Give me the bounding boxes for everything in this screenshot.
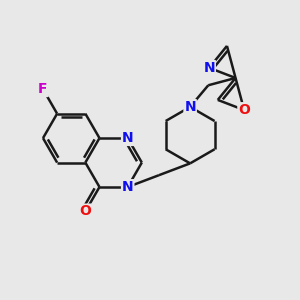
Text: N: N bbox=[184, 100, 196, 114]
Text: N: N bbox=[122, 131, 134, 145]
Text: N: N bbox=[203, 61, 215, 75]
Text: O: O bbox=[238, 103, 250, 117]
Text: N: N bbox=[122, 180, 134, 194]
Text: F: F bbox=[38, 82, 48, 96]
Text: O: O bbox=[80, 205, 91, 218]
